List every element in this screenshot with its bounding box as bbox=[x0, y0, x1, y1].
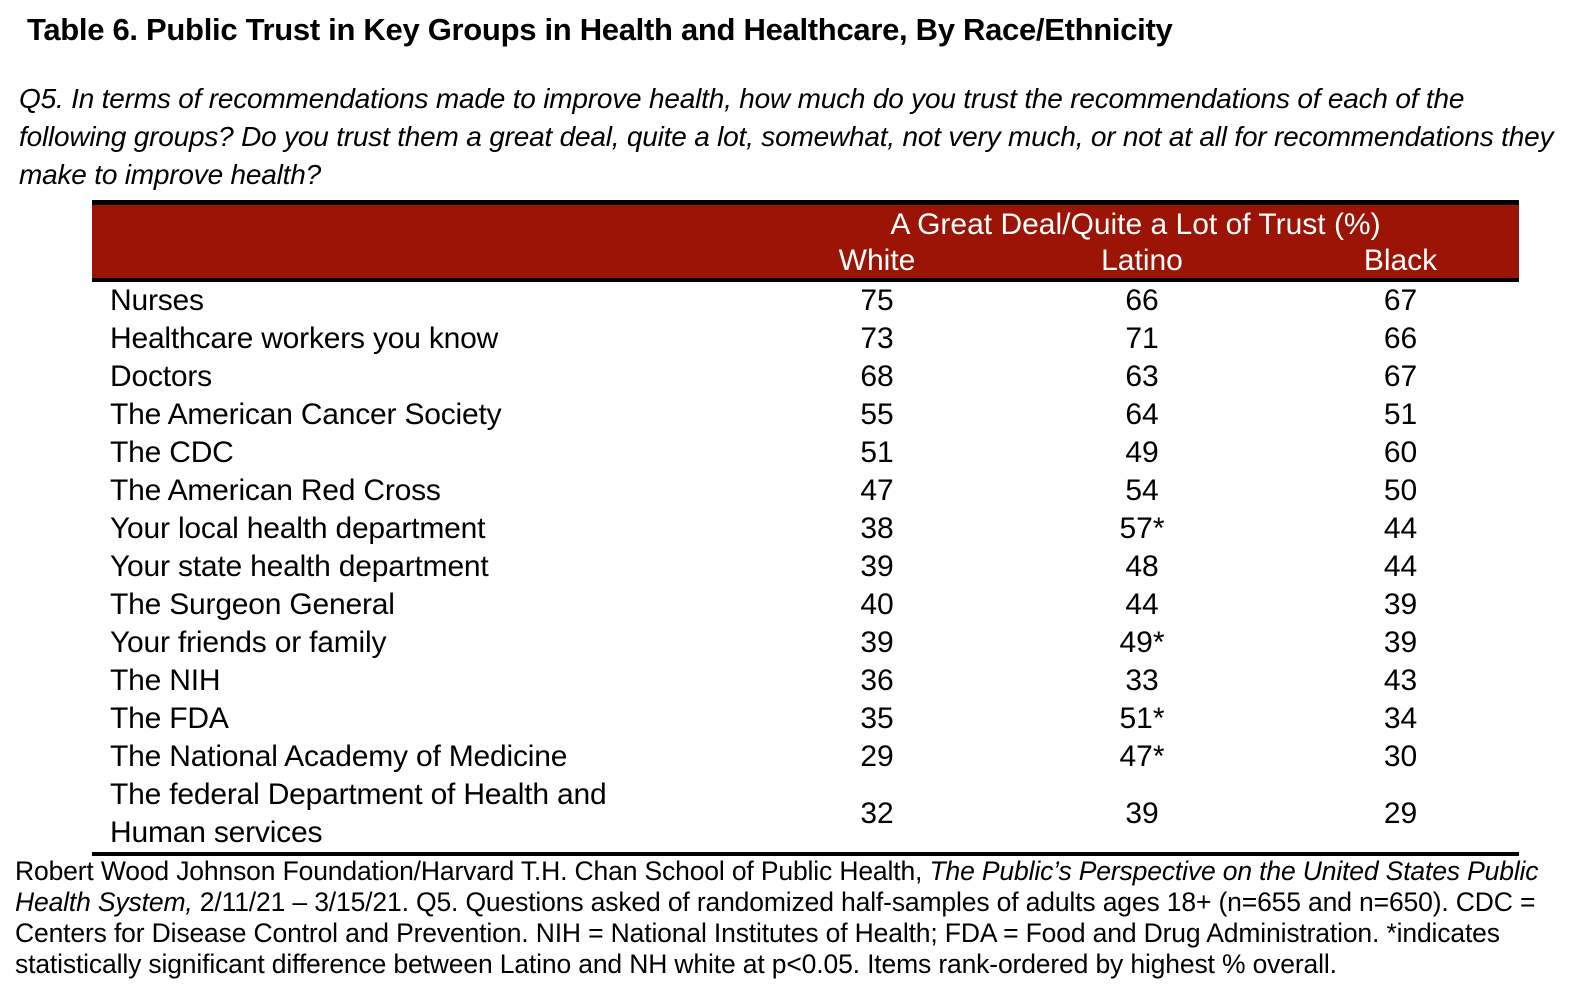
value-black: 43 bbox=[1383, 664, 1418, 697]
row-label: Doctors bbox=[110, 360, 212, 393]
value-black: 66 bbox=[1383, 322, 1418, 355]
value-latino: 66 bbox=[1125, 284, 1159, 317]
table-row: Your state health department 39 48 44 bbox=[92, 548, 1519, 586]
value-black: 51 bbox=[1383, 398, 1418, 431]
footnote-text-1: Robert Wood Johnson Foundation/Harvard T… bbox=[15, 856, 930, 886]
header-spacer bbox=[92, 244, 752, 282]
value-white: 36 bbox=[860, 664, 894, 697]
value-latino: 71 bbox=[1125, 322, 1159, 355]
row-label: The federal Department of Health and Hum… bbox=[110, 778, 607, 849]
value-latino: 63 bbox=[1125, 360, 1159, 393]
survey-question: Q5. In terms of recommendations made to … bbox=[19, 83, 1554, 190]
value-white: 32 bbox=[860, 797, 894, 830]
value-black: 60 bbox=[1383, 436, 1418, 469]
value-black: 29 bbox=[1383, 797, 1418, 830]
row-label: The American Cancer Society bbox=[110, 398, 502, 431]
source-footnote: Robert Wood Johnson Foundation/Harvard T… bbox=[15, 856, 1589, 980]
value-black: 44 bbox=[1383, 550, 1418, 583]
table-row: The Surgeon General 40 44 39 bbox=[92, 586, 1519, 624]
value-latino: 39 bbox=[1125, 797, 1159, 830]
table-row: Your local health department 38 57* 44 bbox=[92, 510, 1519, 548]
row-label: The FDA bbox=[110, 702, 229, 735]
value-black: 44 bbox=[1383, 512, 1418, 545]
value-latino: 64 bbox=[1125, 398, 1159, 431]
table-row: The FDA 35 51* 34 bbox=[92, 700, 1519, 738]
row-label: Your friends or family bbox=[110, 626, 387, 659]
column-header-latino: Latino bbox=[1002, 244, 1282, 282]
value-latino: 44 bbox=[1125, 588, 1159, 621]
table-row: Your friends or family 39 49* 39 bbox=[92, 624, 1519, 662]
value-black: 67 bbox=[1383, 284, 1418, 317]
row-label: Your local health department bbox=[110, 512, 486, 545]
value-black: 67 bbox=[1383, 360, 1418, 393]
value-black: 39 bbox=[1383, 626, 1418, 659]
value-white: 47 bbox=[860, 474, 894, 507]
footnote-text-2: 2/11/21 – 3/15/21. Q5. Questions asked o… bbox=[15, 887, 1536, 979]
group-header: A Great Deal/Quite a Lot of Trust (%) bbox=[752, 202, 1519, 244]
trust-table: A Great Deal/Quite a Lot of Trust (%) Wh… bbox=[92, 200, 1519, 856]
value-black: 30 bbox=[1383, 740, 1418, 773]
value-white: 55 bbox=[860, 398, 894, 431]
value-white: 35 bbox=[860, 702, 894, 735]
row-label: The National Academy of Medicine bbox=[110, 740, 568, 773]
table-row: The American Cancer Society 55 64 51 bbox=[92, 396, 1519, 434]
value-black: 34 bbox=[1383, 702, 1418, 735]
value-white: 39 bbox=[860, 626, 894, 659]
row-label: The American Red Cross bbox=[110, 474, 441, 507]
table-row: The National Academy of Medicine 29 47* 30 bbox=[92, 738, 1519, 776]
table-row: The American Red Cross 47 54 50 bbox=[92, 472, 1519, 510]
page-title: Table 6. Public Trust in Key Groups in H… bbox=[27, 12, 1173, 47]
table-header: A Great Deal/Quite a Lot of Trust (%) Wh… bbox=[92, 202, 1519, 282]
table-row: The federal Department of Health and Hum… bbox=[92, 776, 1519, 854]
row-label: The CDC bbox=[110, 436, 234, 469]
table-row: The NIH 36 33 43 bbox=[92, 662, 1519, 700]
table-row: Doctors 68 63 67 bbox=[92, 358, 1519, 396]
table-row: Nurses 75 66 67 bbox=[92, 280, 1519, 320]
value-latino: 51* bbox=[1119, 702, 1165, 735]
footnote-study-title: The Public’s Perspective on the United S… bbox=[15, 856, 1539, 917]
value-white: 51 bbox=[860, 436, 894, 469]
value-black: 50 bbox=[1383, 474, 1418, 507]
value-latino: 49* bbox=[1119, 626, 1165, 659]
header-spacer bbox=[92, 202, 752, 244]
table-row: The CDC 51 49 60 bbox=[92, 434, 1519, 472]
row-label: Healthcare workers you know bbox=[110, 322, 499, 355]
table-row: Healthcare workers you know 73 71 66 bbox=[92, 320, 1519, 358]
row-label: The NIH bbox=[110, 664, 221, 697]
row-label: The Surgeon General bbox=[110, 588, 395, 621]
value-white: 40 bbox=[860, 588, 894, 621]
column-header-white: White bbox=[752, 244, 1002, 282]
column-header-row: White Latino Black bbox=[92, 244, 1519, 282]
group-header-row: A Great Deal/Quite a Lot of Trust (%) bbox=[92, 202, 1519, 244]
value-white: 75 bbox=[860, 284, 894, 317]
value-latino: 48 bbox=[1125, 550, 1159, 583]
value-white: 73 bbox=[860, 322, 894, 355]
value-white: 38 bbox=[860, 512, 894, 545]
value-white: 68 bbox=[860, 360, 894, 393]
row-label: Nurses bbox=[110, 284, 204, 317]
value-black: 39 bbox=[1383, 588, 1418, 621]
value-white: 39 bbox=[860, 550, 894, 583]
row-label: Your state health department bbox=[110, 550, 489, 583]
table-body: Nurses 75 66 67 Healthcare workers you know 7… bbox=[92, 280, 1519, 854]
value-latino: 54 bbox=[1125, 474, 1159, 507]
value-latino: 33 bbox=[1125, 664, 1159, 697]
value-white: 29 bbox=[860, 740, 894, 773]
value-latino: 57* bbox=[1119, 512, 1165, 545]
value-latino: 49 bbox=[1125, 436, 1159, 469]
column-header-black: Black bbox=[1282, 244, 1519, 282]
value-latino: 47* bbox=[1119, 740, 1165, 773]
